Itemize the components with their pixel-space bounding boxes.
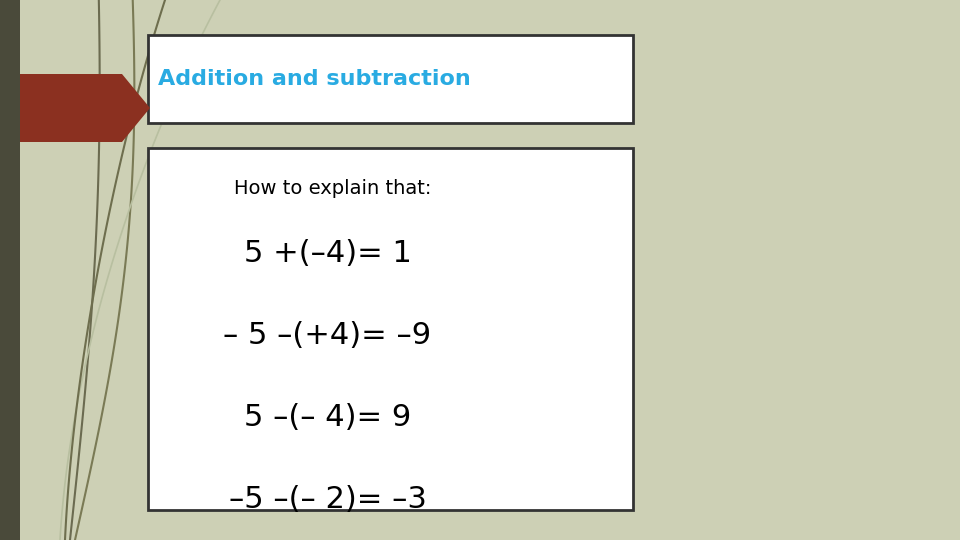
Text: Addition and subtraction: Addition and subtraction [158, 69, 470, 89]
Text: –5 –(– 2)= –3: –5 –(– 2)= –3 [228, 484, 426, 514]
Text: – 5 –(+4)= –9: – 5 –(+4)= –9 [224, 321, 431, 349]
Bar [148, 35, 633, 123]
Bar [148, 148, 633, 510]
Text: 5 –(– 4)= 9: 5 –(– 4)= 9 [244, 402, 411, 431]
Text: How to explain that:: How to explain that: [233, 179, 431, 198]
Polygon shape [20, 74, 150, 142]
Text: 5 +(–4)= 1: 5 +(–4)= 1 [244, 239, 412, 267]
Bar [0, 0, 20, 540]
